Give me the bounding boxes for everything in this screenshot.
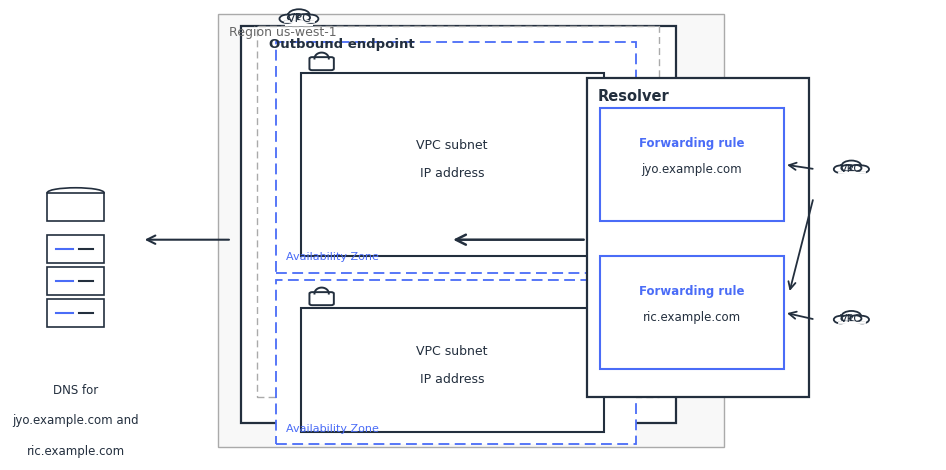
FancyBboxPatch shape [47,235,104,263]
FancyBboxPatch shape [47,299,104,327]
Ellipse shape [850,315,862,321]
Text: ric.example.com: ric.example.com [643,311,741,324]
Text: VPC: VPC [287,12,311,25]
Text: jyo.example.com: jyo.example.com [641,163,743,176]
Text: VPC subnet: VPC subnet [416,345,488,358]
FancyBboxPatch shape [301,73,604,256]
Text: VPC: VPC [840,314,863,324]
Ellipse shape [841,165,853,171]
Text: VPC: VPC [840,164,863,174]
Text: Forwarding rule: Forwarding rule [639,285,745,298]
Ellipse shape [842,311,861,322]
Text: Availability Zone: Availability Zone [286,252,378,262]
FancyBboxPatch shape [301,308,604,432]
Text: jyo.example.com and: jyo.example.com and [12,414,139,427]
Ellipse shape [841,315,853,321]
FancyBboxPatch shape [839,168,864,175]
Text: VPC subnet: VPC subnet [416,139,488,152]
Ellipse shape [279,15,294,23]
FancyBboxPatch shape [276,42,636,273]
Text: IP address: IP address [420,167,484,180]
FancyBboxPatch shape [257,26,659,397]
Ellipse shape [297,14,310,21]
FancyBboxPatch shape [276,280,636,444]
FancyBboxPatch shape [587,78,809,397]
FancyBboxPatch shape [218,14,724,446]
Text: Resolver: Resolver [598,89,670,104]
FancyBboxPatch shape [309,57,334,70]
Ellipse shape [842,161,861,172]
FancyBboxPatch shape [600,108,784,221]
FancyBboxPatch shape [241,26,676,423]
FancyBboxPatch shape [839,318,864,326]
Text: Availability Zone: Availability Zone [286,424,378,434]
Ellipse shape [850,165,862,171]
Ellipse shape [855,165,869,173]
FancyBboxPatch shape [47,193,104,221]
FancyBboxPatch shape [47,267,104,295]
Ellipse shape [304,15,319,23]
FancyBboxPatch shape [285,17,313,26]
FancyBboxPatch shape [309,292,334,305]
Ellipse shape [47,188,104,197]
FancyBboxPatch shape [600,256,784,369]
Text: Outbound endpoint: Outbound endpoint [269,38,414,51]
Ellipse shape [288,14,301,21]
Text: Forwarding rule: Forwarding rule [639,137,745,150]
Text: Region us-west-1: Region us-west-1 [229,26,337,39]
Ellipse shape [833,316,848,323]
Text: ric.example.com: ric.example.com [26,445,125,458]
Ellipse shape [288,9,310,21]
Text: DNS for: DNS for [53,384,98,397]
Text: IP address: IP address [420,373,484,386]
Ellipse shape [855,316,869,323]
Ellipse shape [833,165,848,173]
